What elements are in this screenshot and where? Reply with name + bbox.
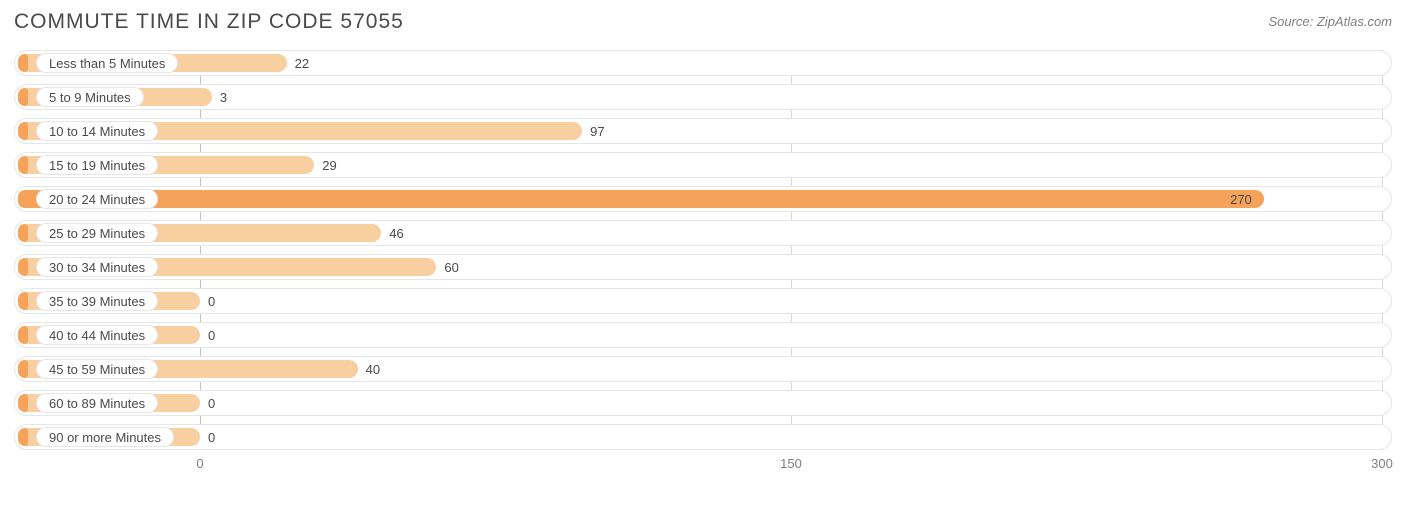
bar-cap (18, 88, 28, 106)
bar-cap (18, 326, 28, 344)
bar-category-label: 60 to 89 Minutes (36, 393, 158, 413)
bar-category-label: 25 to 29 Minutes (36, 223, 158, 243)
bar-cap (18, 122, 28, 140)
bar-cap (18, 258, 28, 276)
chart-container: COMMUTE TIME IN ZIP CODE 57055 Source: Z… (0, 0, 1406, 523)
bar-category-label: 45 to 59 Minutes (36, 359, 158, 379)
bar-value-label: 0 (200, 288, 215, 314)
bar-cap (18, 394, 28, 412)
bar-value-label: 60 (436, 254, 458, 280)
bar-cap (18, 360, 28, 378)
bar-cap (18, 428, 28, 446)
bar-row: 60 to 89 Minutes 0 (14, 390, 1392, 416)
bar-category-label: 35 to 39 Minutes (36, 291, 158, 311)
bar-track (14, 424, 1392, 450)
bar-row: 25 to 29 Minutes 46 (14, 220, 1392, 246)
bar-row: 5 to 9 Minutes 3 (14, 84, 1392, 110)
bar-category-label: 15 to 19 Minutes (36, 155, 158, 175)
bar-category-label: Less than 5 Minutes (36, 53, 178, 73)
bar-value-label: 22 (287, 50, 309, 76)
bar-value-label: 0 (200, 390, 215, 416)
bar-value-label: 40 (358, 356, 380, 382)
x-tick-label: 150 (780, 456, 802, 471)
bar-row: 90 or more Minutes 0 (14, 424, 1392, 450)
bar-row: 15 to 19 Minutes 29 (14, 152, 1392, 178)
bar-value-label: 97 (582, 118, 604, 144)
bar-cap (18, 156, 28, 174)
bar-category-label: 40 to 44 Minutes (36, 325, 158, 345)
bar-value-label: 3 (212, 84, 227, 110)
bar-row: 35 to 39 Minutes 0 (14, 288, 1392, 314)
bar-category-label: 10 to 14 Minutes (36, 121, 158, 141)
bar-category-label: 5 to 9 Minutes (36, 87, 144, 107)
bar-track (14, 390, 1392, 416)
bar-value-label: 0 (200, 424, 215, 450)
bar-value-label: 46 (381, 220, 403, 246)
bar-cap (18, 292, 28, 310)
bar-value-label: 0 (200, 322, 215, 348)
bar-row: 20 to 24 Minutes270 (14, 186, 1392, 212)
bar-row: 40 to 44 Minutes 0 (14, 322, 1392, 348)
x-tick-label: 0 (196, 456, 203, 471)
chart-source: Source: ZipAtlas.com (1268, 14, 1392, 29)
bar-track (14, 288, 1392, 314)
plot-area: 0150300Less than 5 Minutes225 to 9 Minut… (14, 46, 1392, 486)
bar-track (14, 322, 1392, 348)
bar-cap (18, 54, 28, 72)
bar-row: 45 to 59 Minutes 40 (14, 356, 1392, 382)
bar-value-label: 29 (314, 152, 336, 178)
x-tick-label: 300 (1371, 456, 1393, 471)
bar-row: Less than 5 Minutes 22 (14, 50, 1392, 76)
chart-title: COMMUTE TIME IN ZIP CODE 57055 (14, 10, 404, 34)
bar-value-label: 270 (14, 186, 1264, 212)
bar-row: 10 to 14 Minutes 97 (14, 118, 1392, 144)
bar-category-label: 90 or more Minutes (36, 427, 174, 447)
bar-row: 30 to 34 Minutes 60 (14, 254, 1392, 280)
bar-cap (18, 224, 28, 242)
bar-category-label: 30 to 34 Minutes (36, 257, 158, 277)
